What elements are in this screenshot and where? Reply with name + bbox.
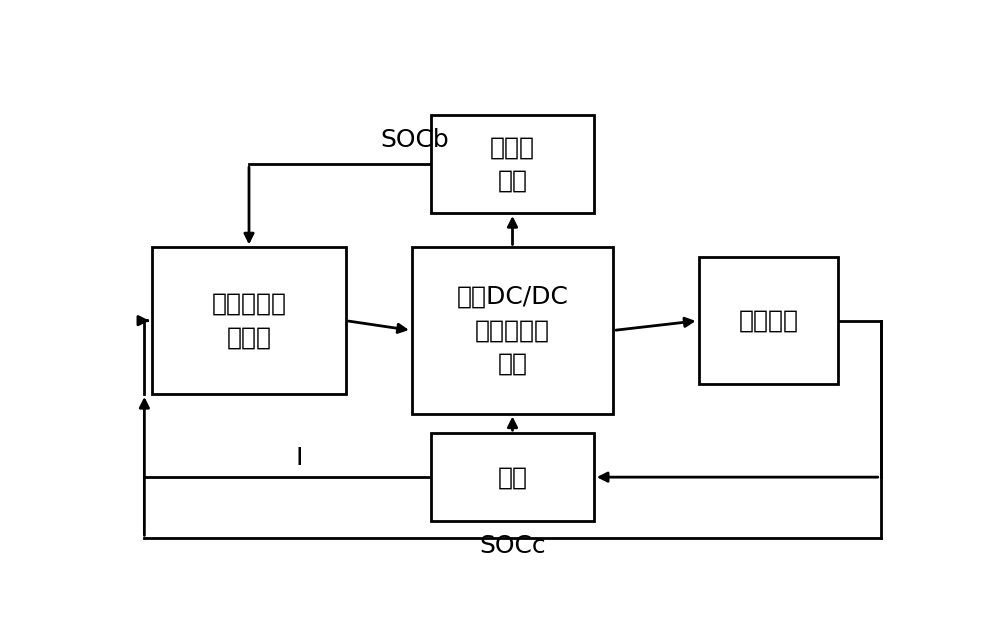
Bar: [431, 116, 594, 213]
Bar: [431, 433, 594, 521]
Text: SOCc: SOCc: [479, 533, 546, 558]
Text: 双向DC/DC
变换器控制
模块: 双向DC/DC 变换器控制 模块: [457, 285, 568, 376]
Bar: [412, 248, 613, 413]
Bar: [152, 248, 346, 394]
Text: 能量控制策
略模块: 能量控制策 略模块: [212, 292, 287, 349]
Text: I: I: [296, 446, 303, 470]
Text: 超级电容: 超级电容: [738, 309, 798, 333]
Text: 锂离子
电池: 锂离子 电池: [490, 135, 535, 193]
Text: SOCb: SOCb: [381, 128, 450, 152]
Text: 负载: 负载: [498, 465, 528, 489]
Bar: [698, 257, 838, 384]
